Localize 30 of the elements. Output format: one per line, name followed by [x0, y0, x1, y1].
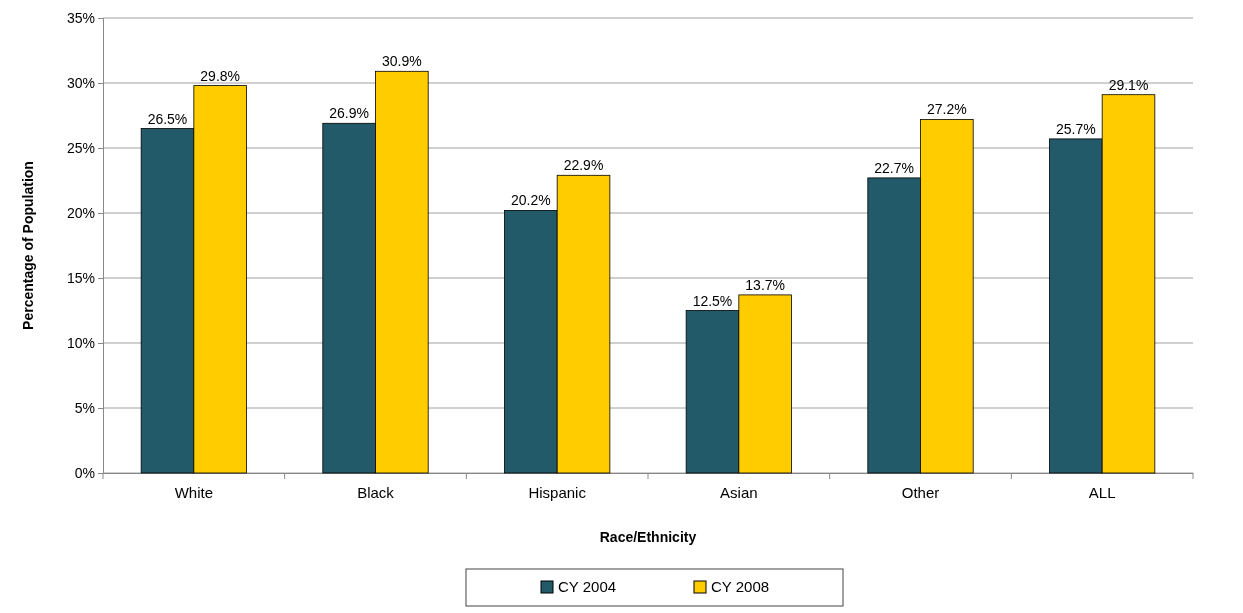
x-tick-label: Hispanic: [528, 483, 587, 501]
text: 20.2%: [510, 192, 551, 209]
x-tick-label: Black: [357, 483, 395, 501]
y-tick-label: 5%: [74, 399, 95, 416]
y-tick-label: 35%: [66, 9, 95, 26]
x-tick-label: White: [174, 483, 214, 501]
text: 22.7%: [874, 159, 915, 176]
text: 26.9%: [329, 105, 370, 122]
y-tick-label: 25%: [66, 139, 95, 156]
text: 27.2%: [926, 101, 967, 118]
text: 26.5%: [147, 110, 188, 127]
x-axis-title: Race/Ethnicity: [599, 529, 697, 545]
y-tick-label: 10%: [66, 334, 95, 351]
text: 12.5%: [692, 292, 733, 309]
x-tick-label: ALL: [1088, 483, 1116, 501]
y-tick-label: 20%: [66, 204, 95, 221]
legend-label: CY 2008: [711, 578, 770, 595]
text: 25.7%: [1055, 120, 1096, 137]
text: 29.8%: [200, 67, 241, 84]
text: 29.1%: [1108, 76, 1149, 93]
text: 30.9%: [381, 53, 422, 70]
y-axis-title: Percentage of Population: [20, 161, 36, 330]
y-tick-label: 15%: [66, 269, 95, 286]
text: 13.7%: [745, 276, 786, 293]
text: 22.9%: [563, 157, 604, 174]
y-tick-label: 0%: [74, 464, 95, 481]
legend-label: CY 2004: [558, 578, 617, 595]
x-tick-label: Other: [901, 483, 940, 501]
y-tick-label: 30%: [66, 74, 95, 91]
x-tick-label: Asian: [720, 483, 758, 501]
